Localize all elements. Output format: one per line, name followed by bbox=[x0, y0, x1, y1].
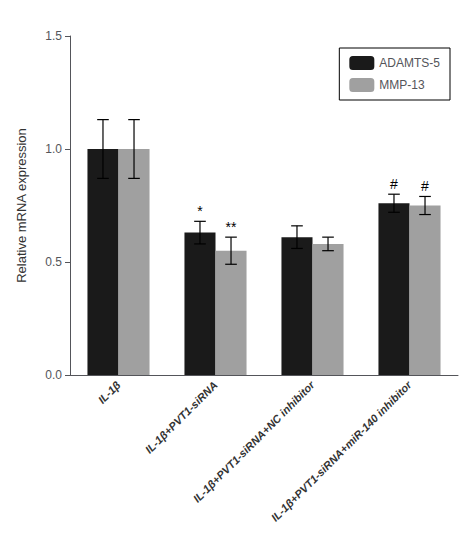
svg-text:0.5: 0.5 bbox=[45, 255, 62, 269]
svg-text:IL-1β+PVT1-siRNA: IL-1β+PVT1-siRNA bbox=[143, 379, 220, 456]
svg-text:ADAMTS-5: ADAMTS-5 bbox=[379, 56, 440, 70]
svg-text:#: # bbox=[421, 178, 429, 194]
svg-text:1.0: 1.0 bbox=[45, 142, 62, 156]
svg-text:0.0: 0.0 bbox=[45, 368, 62, 382]
svg-text:*: * bbox=[197, 203, 203, 219]
svg-text:MMP-13: MMP-13 bbox=[379, 78, 425, 92]
svg-text:1.5: 1.5 bbox=[45, 29, 62, 43]
svg-text:IL-1β+PVT1-siRNA+miR-140 inhib: IL-1β+PVT1-siRNA+miR-140 inhibitor bbox=[269, 378, 414, 523]
svg-text:**: ** bbox=[226, 219, 237, 235]
svg-text:Relative mRNA expression: Relative mRNA expression bbox=[14, 128, 29, 283]
svg-text:IL-1β: IL-1β bbox=[96, 379, 123, 406]
svg-text:#: # bbox=[390, 176, 398, 192]
svg-text:IL-1β+PVT1-siRNA+NC inhibitor: IL-1β+PVT1-siRNA+NC inhibitor bbox=[190, 378, 317, 505]
